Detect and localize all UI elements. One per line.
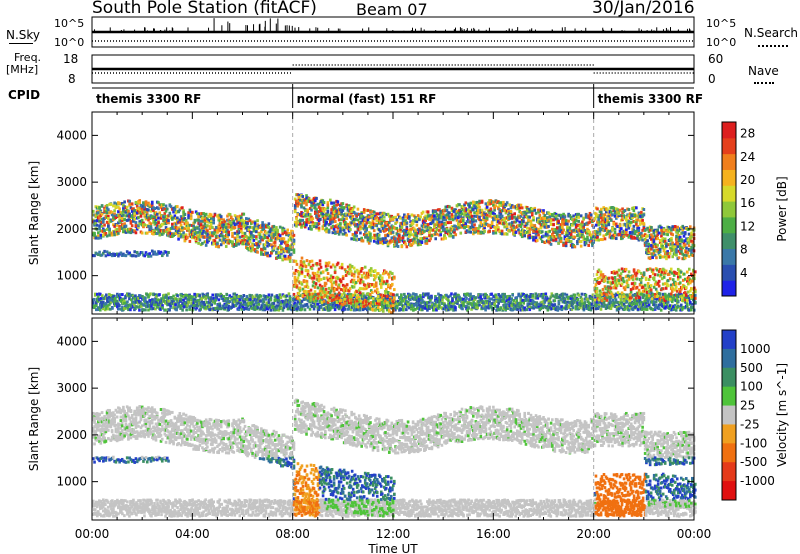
freq-unit: [MHz] bbox=[6, 63, 39, 76]
y-tick-label: 4000 bbox=[56, 128, 87, 142]
velocity-colorbar-swatch bbox=[722, 462, 736, 482]
nsearch-label: N.Search bbox=[744, 26, 799, 40]
nave-label: Nave bbox=[748, 64, 779, 78]
power-colorbar-swatch bbox=[722, 201, 736, 218]
x-tick-label: 08:00 bbox=[275, 527, 310, 541]
power-colorbar-swatch bbox=[722, 280, 736, 297]
y-axis-label: Slant Range [km] bbox=[27, 161, 41, 265]
power-panel-cells bbox=[92, 193, 697, 315]
velocity-colorbar-swatch bbox=[722, 424, 736, 444]
date-title: 30/Jan/2016 bbox=[592, 0, 695, 18]
x-tick-label: 20:00 bbox=[576, 527, 611, 541]
x-tick-label: 00:00 bbox=[75, 527, 110, 541]
velocity-colorbar-tick: 500 bbox=[740, 361, 763, 375]
nsearch-tick-high: 10^5 bbox=[706, 17, 737, 30]
x-tick-label: 04:00 bbox=[175, 527, 210, 541]
power-colorbar-swatch bbox=[722, 169, 736, 186]
x-axis-label: Time UT bbox=[367, 542, 418, 554]
y-tick-label: 4000 bbox=[56, 334, 87, 348]
x-tick-label: 00:00 bbox=[677, 527, 712, 541]
cpid-segment-label: themis 3300 RF bbox=[96, 92, 201, 106]
nsearch-dotted-line bbox=[758, 45, 788, 47]
velocity-colorbar-swatch bbox=[722, 330, 736, 350]
power-colorbar-tick: 4 bbox=[740, 266, 748, 280]
nave-tick-low: 0 bbox=[708, 72, 716, 86]
power-colorbar-label: Power [dB] bbox=[775, 176, 789, 241]
freq-label: Freq. bbox=[14, 51, 42, 64]
velocity-colorbar-swatch bbox=[722, 443, 736, 463]
y-tick-label: 1000 bbox=[56, 475, 87, 489]
velocity-colorbar-tick: -100 bbox=[740, 436, 767, 450]
cpid-segment-label: themis 3300 RF bbox=[598, 92, 703, 106]
power-colorbar-frame bbox=[721, 121, 737, 297]
velocity-panel-cells bbox=[92, 398, 697, 518]
power-colorbar-tick: 8 bbox=[740, 243, 748, 257]
cpid-label: CPID bbox=[8, 88, 41, 102]
power-colorbar-swatch bbox=[722, 122, 736, 139]
velocity-colorbar-swatch bbox=[722, 348, 736, 369]
nsky-tick-low: 10^0 bbox=[54, 36, 85, 49]
beam-title: Beam 07 bbox=[356, 0, 428, 19]
cpid-segment-label: normal (fast) 151 RF bbox=[297, 92, 437, 106]
velocity-colorbar-frame bbox=[721, 329, 737, 501]
power-colorbar-tick: 12 bbox=[740, 219, 755, 233]
velocity-colorbar-swatch bbox=[722, 481, 736, 501]
nave-dotted-line bbox=[754, 82, 774, 84]
velocity-colorbar-swatch bbox=[722, 367, 736, 388]
velocity-colorbar-tick: -500 bbox=[740, 455, 767, 469]
power-colorbar-tick: 24 bbox=[740, 150, 755, 164]
power-colorbar-swatch bbox=[722, 153, 736, 170]
power-colorbar-tick: 20 bbox=[740, 173, 755, 187]
power-colorbar-tick: 28 bbox=[740, 127, 755, 141]
y-tick-label: 2000 bbox=[56, 428, 87, 442]
nsky-label: N.Sky bbox=[6, 28, 41, 42]
power-colorbar-tick: 16 bbox=[740, 196, 755, 210]
y-tick-label: 3000 bbox=[56, 175, 87, 189]
velocity-colorbar-swatch bbox=[722, 405, 736, 425]
power-colorbar-swatch bbox=[722, 185, 736, 202]
velocity-colorbar-tick: 25 bbox=[740, 399, 755, 413]
station-title: South Pole Station (fitACF) bbox=[92, 0, 317, 18]
x-tick-label: 12:00 bbox=[376, 527, 411, 541]
freq-tick-high: 18 bbox=[63, 52, 79, 66]
freq-tick-low: 8 bbox=[68, 72, 76, 86]
power-colorbar-swatch bbox=[722, 248, 736, 265]
power-colorbar-swatch bbox=[722, 232, 736, 250]
y-tick-label: 1000 bbox=[56, 269, 87, 283]
y-tick-label: 2000 bbox=[56, 222, 87, 236]
velocity-colorbar-swatch bbox=[722, 386, 736, 407]
power-colorbar-swatch bbox=[722, 264, 736, 281]
velocity-colorbar-tick: 1000 bbox=[740, 342, 771, 356]
velocity-colorbar-tick: -25 bbox=[740, 417, 760, 431]
y-tick-label: 3000 bbox=[56, 381, 87, 395]
velocity-colorbar-tick: 100 bbox=[740, 380, 763, 394]
y-axis-label: Slant Range [km] bbox=[27, 367, 41, 471]
power-colorbar-swatch bbox=[722, 216, 736, 234]
x-tick-label: 16:00 bbox=[476, 527, 511, 541]
velocity-colorbar-label: Velocity [m s^-1] bbox=[775, 363, 789, 467]
nsky-tick-high: 10^5 bbox=[54, 17, 85, 30]
nsearch-tick-low: 10^0 bbox=[706, 36, 737, 49]
velocity-colorbar-tick: -1000 bbox=[740, 474, 775, 488]
power-colorbar-swatch bbox=[722, 137, 736, 155]
nave-tick-high: 60 bbox=[708, 52, 724, 66]
nsky-underline bbox=[9, 43, 33, 44]
